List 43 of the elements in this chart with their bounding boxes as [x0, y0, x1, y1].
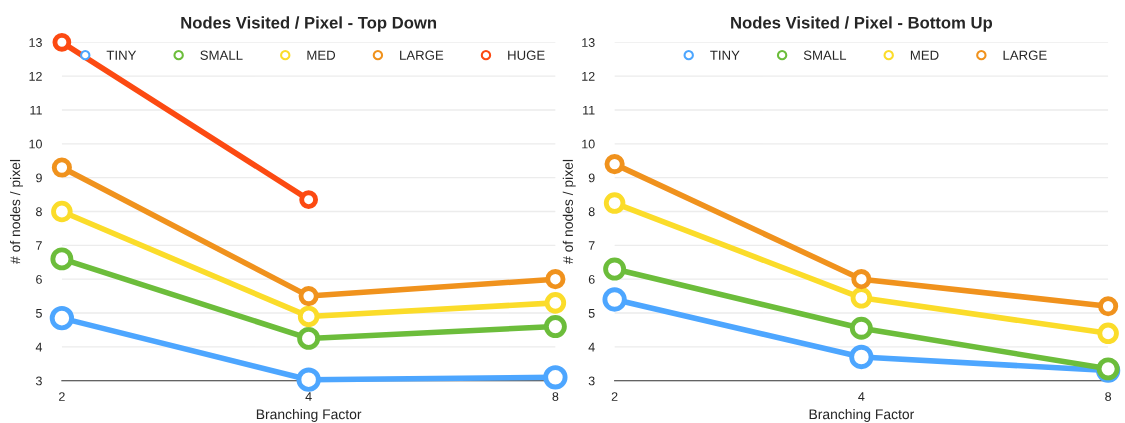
x-tick-label: 8 [552, 392, 559, 401]
y-tick-label: 3 [35, 376, 42, 386]
x-tick-label: 8 [1105, 392, 1112, 401]
y-axis-title: # of nodes / pixel [10, 159, 23, 264]
y-tick-label: 13 [29, 38, 42, 47]
y-tick-label: 9 [588, 173, 595, 183]
y-tick-label: 5 [35, 308, 42, 318]
y-tick-label: 4 [588, 342, 595, 352]
y-tick-label: 6 [588, 274, 595, 284]
y-tick-label: 10 [29, 139, 42, 149]
legend-label: LARGE [400, 50, 444, 60]
y-tick-label: 6 [36, 274, 42, 284]
legend-label: MED [910, 50, 939, 60]
x-axis-title: Branching Factor [256, 409, 362, 422]
legend-label: SMALL [803, 50, 847, 60]
y-tick-label: 13 [582, 38, 595, 47]
y-tick-label: 12 [29, 71, 42, 81]
y-tick-label: 8 [36, 207, 42, 217]
x-axis-title: Branching Factor [809, 409, 915, 422]
y-tick-label: 9 [36, 173, 42, 183]
legend-label: TINY [710, 50, 740, 60]
y-tick-label: 12 [582, 71, 595, 81]
x-tick-label: 4 [305, 392, 312, 401]
x-tick-label: 4 [858, 392, 865, 401]
legend-label: TINY [106, 50, 137, 60]
chart-title: Nodes Visited / Pixel - Bottom Up [731, 16, 993, 32]
y-tick-label: 11 [30, 105, 42, 115]
y-tick-label: 7 [588, 241, 595, 250]
y-tick-label: 8 [588, 207, 595, 217]
y-axis-title: # of nodes / pixel [562, 159, 576, 264]
y-tick-label: 4 [35, 342, 43, 352]
y-tick-label: 10 [582, 139, 595, 149]
y-tick-label: 11 [583, 105, 595, 115]
y-tick-label: 7 [36, 241, 42, 250]
legend-label: SMALL [200, 50, 243, 60]
legend-label: HUGE [508, 50, 545, 60]
legend-label: LARGE [1003, 50, 1047, 60]
legend-label: MED [307, 50, 336, 60]
chart-title: Nodes Visited / Pixel - Top Down [181, 16, 437, 32]
x-tick-label: 2 [59, 392, 65, 401]
y-tick-label: 5 [588, 308, 595, 318]
y-tick-label: 3 [588, 376, 595, 386]
x-tick-label: 2 [611, 392, 618, 401]
